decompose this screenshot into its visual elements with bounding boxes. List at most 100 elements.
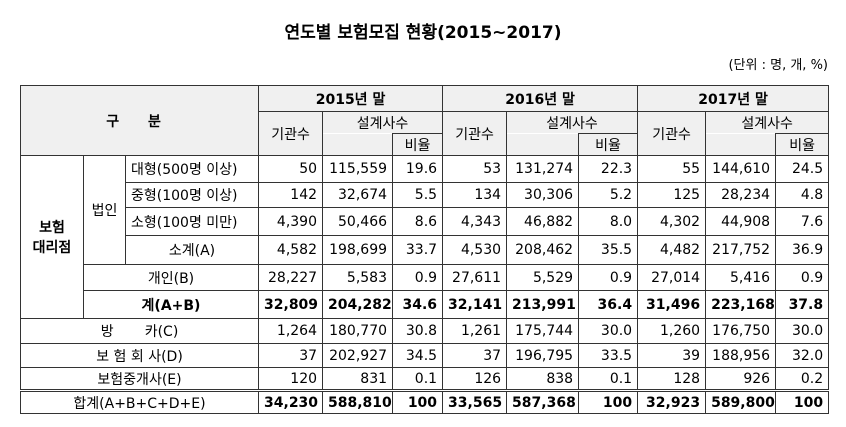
cell-value: 1,261 (442, 318, 508, 344)
cell-value: 34.6 (392, 290, 444, 319)
header-year: 2017년 말 (637, 85, 830, 112)
cell-value: 30.0 (775, 318, 830, 344)
cell-value: 831 (322, 367, 394, 391)
cell-value: 198,699 (322, 235, 394, 265)
row-label: 중형(100명 이상) (124, 182, 260, 208)
header-planners: 설계사수 (705, 111, 830, 134)
cell-value: 27,611 (442, 264, 508, 291)
cell-value: 30.0 (578, 318, 639, 344)
cell-value: 32,674 (322, 182, 394, 208)
cell-value: 4,302 (637, 207, 707, 236)
table-row: 비율 비율 비율 (21, 133, 830, 156)
cell-value: 134 (442, 182, 508, 208)
cell-value: 28,234 (705, 182, 777, 208)
cell-value: 22.3 (578, 155, 639, 183)
row-label: 계(A+B) (82, 290, 260, 319)
cell-value: 44,908 (705, 207, 777, 236)
header-blank (506, 133, 580, 156)
cell-value: 4,530 (442, 235, 508, 265)
cell-value: 0.1 (578, 367, 639, 391)
cell-value: 5,529 (506, 264, 580, 291)
cell-value: 4.8 (775, 182, 830, 208)
group-label-line: 대리점 (32, 240, 72, 256)
header-blank (322, 133, 394, 156)
cell-value: 144,610 (705, 155, 777, 183)
row-label: 개인(B) (82, 264, 260, 291)
cell-value: 5.2 (578, 182, 639, 208)
cell-value: 24.5 (775, 155, 830, 183)
cell-value: 30.8 (392, 318, 444, 344)
cell-value: 142 (258, 182, 324, 208)
cell-value: 37 (258, 343, 324, 368)
table-row: 소계(A) 4,582 198,699 33.7 4,530 208,462 35.5 4,4… (21, 235, 830, 265)
cell-value: 8.0 (578, 207, 639, 236)
cell-value: 19.6 (392, 155, 444, 183)
cell-value: 7.6 (775, 207, 830, 236)
cell-value: 100 (578, 389, 639, 414)
cell-value: 35.5 (578, 235, 639, 265)
table-row: 방 카(C) 1,264 180,770 30.8 1,261 175,744 30.0 1,… (19, 318, 830, 344)
cell-value: 115,559 (322, 155, 394, 183)
cell-value: 4,343 (442, 207, 508, 236)
cell-value: 1,260 (637, 318, 707, 344)
row-label: 보험중개사(E) (19, 367, 260, 391)
group-label-line: 보험 (39, 220, 65, 236)
cell-value: 188,956 (705, 343, 777, 368)
cell-value: 37 (442, 343, 508, 368)
row-label: 대형(500명 이상) (124, 155, 260, 183)
cell-value: 0.9 (578, 264, 639, 291)
cell-value: 589,800 (705, 389, 777, 414)
cell-value: 217,752 (705, 235, 777, 265)
row-label: 소형(100명 미만) (124, 207, 260, 236)
table-row: 기관수 설계사수 기관수 설계사수 기관수 설계사수 (21, 111, 830, 156)
cell-value: 838 (506, 367, 580, 391)
table-row: 개인(B) 28,227 5,583 0.9 27,611 5,529 0.9 27,014 5… (21, 264, 830, 291)
header-planners: 설계사수 (506, 111, 639, 134)
cell-value: 5,416 (705, 264, 777, 291)
cell-value: 32.0 (775, 343, 830, 368)
cell-value: 128 (637, 367, 707, 391)
table: 구 분 2015년 말 2016년 말 2017년 말 기관수 설계사수 기관수 설계사수 기관… (19, 85, 830, 414)
cell-value: 32,809 (258, 290, 324, 319)
cell-value: 0.2 (775, 367, 830, 391)
header-year: 2016년 말 (442, 85, 639, 112)
header-ratio: 비율 (775, 133, 830, 156)
cell-value: 131,274 (506, 155, 580, 183)
cell-value: 34,230 (258, 389, 324, 414)
cell-value: 926 (705, 367, 777, 391)
cell-value: 39 (637, 343, 707, 368)
header-year: 2015년 말 (258, 85, 444, 112)
cell-value: 204,282 (322, 290, 394, 319)
table-row: 합계(A+B+C+D+E) 34,230 588,810 100 33,565 587,3… (19, 389, 830, 414)
title: 연도별 보험모집 현황(2015~2017) (284, 23, 562, 43)
cell-value: 180,770 (322, 318, 394, 344)
table-row: 소형(100명 미만) 4,390 50,466 8.6 4,343 46,882 8.0 4… (21, 207, 830, 236)
header-blank (705, 133, 777, 156)
cell-value: 196,795 (506, 343, 580, 368)
cell-value: 223,168 (705, 290, 777, 319)
cell-value: 4,582 (258, 235, 324, 265)
cell-value: 36.4 (578, 290, 639, 319)
row-label: 합계(A+B+C+D+E) (19, 389, 260, 414)
cell-value: 0.1 (392, 367, 444, 391)
cell-value: 0.9 (775, 264, 830, 291)
header-institutions: 기관수 (258, 111, 324, 156)
cell-value: 176,750 (705, 318, 777, 344)
cell-value: 588,810 (322, 389, 394, 414)
cell-value: 1,264 (258, 318, 324, 344)
table-row: 보험 대리점 법인 대형(500명 이상) 50 115,559 19.6 53 131,274… (20, 155, 830, 319)
cell-value: 27,014 (637, 264, 707, 291)
cell-value: 587,368 (506, 389, 580, 414)
cell-value: 5.5 (392, 182, 444, 208)
table-row: 계(A+B) 32,809 204,282 34.6 32,141 213,991 36.4… (21, 290, 830, 319)
cell-value: 4,390 (258, 207, 324, 236)
cell-value: 213,991 (506, 290, 580, 319)
cell-value: 32,923 (637, 389, 707, 414)
unit: (단위 : 명, 개, %) (728, 58, 828, 73)
cell-value: 8.6 (392, 207, 444, 236)
cell-value: 34.5 (392, 343, 444, 368)
row-label: 보 험 회 사(D) (19, 343, 260, 368)
header-category: 구 분 (19, 85, 260, 156)
